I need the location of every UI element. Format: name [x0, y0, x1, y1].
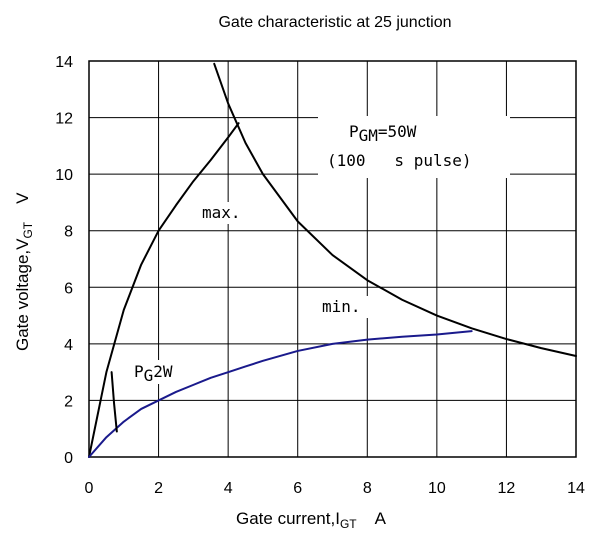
- y-axis-label-main: Gate voltage,V: [13, 238, 32, 351]
- y-tick-label: 8: [64, 224, 73, 241]
- pulse-label: (100 s pulse): [327, 151, 472, 170]
- x-tick-label: 6: [293, 480, 302, 497]
- x-axis-label-sub: GT: [340, 517, 357, 531]
- y-ticks: 0 2 4 6 8 10 12 14: [55, 54, 73, 467]
- pg-label: PG2W: [134, 362, 173, 385]
- x-tick-label: 8: [363, 480, 372, 497]
- y-tick-label: 6: [64, 280, 73, 297]
- chart-title: Gate characteristic at 25 junction: [218, 14, 451, 31]
- min-label-background: [318, 296, 368, 318]
- y-axis-label-sub: GT: [21, 221, 35, 238]
- max-label-background: [198, 202, 248, 224]
- min-label: min.: [322, 297, 361, 316]
- pg-label-main: P: [134, 362, 144, 381]
- pg-label-background: [130, 360, 190, 384]
- x-axis-label-main: Gate current,I: [236, 509, 340, 528]
- pgm-label-background: [318, 116, 510, 178]
- y-tick-label: 12: [55, 111, 73, 128]
- y-tick-label: 4: [64, 337, 73, 354]
- x-ticks: 0 2 4 6 8 10 12 14: [85, 480, 585, 497]
- series-line-4: [110, 371, 118, 433]
- x-tick-label: 4: [224, 480, 233, 497]
- pgm-label-main: P: [349, 122, 359, 141]
- pg-label-sub: G: [144, 366, 154, 385]
- x-tick-label: 14: [567, 480, 585, 497]
- pgm-label: PGM=50W: [349, 122, 417, 145]
- y-tick-label: 2: [64, 393, 73, 410]
- x-tick-label: 2: [154, 480, 163, 497]
- series-group: [88, 62, 577, 458]
- pg-label-value: 2W: [153, 362, 173, 381]
- y-tick-label: 0: [64, 450, 73, 467]
- x-axis-label: Gate current,IGT A: [236, 509, 387, 531]
- x-tick-label: 0: [85, 480, 94, 497]
- y-axis-label: Gate voltage,VGT V: [13, 192, 35, 351]
- series-line-3: [213, 62, 577, 358]
- plot-frame: [88, 60, 577, 458]
- pgm-label-value: =50W: [378, 122, 417, 141]
- pgm-label-sub: GM: [359, 126, 378, 145]
- series-line-2: [88, 330, 473, 458]
- x-tick-label: 10: [428, 480, 446, 497]
- x-tick-label: 12: [498, 480, 516, 497]
- y-axis-label-unit: V: [13, 192, 32, 204]
- x-axis-label-unit: A: [375, 509, 387, 528]
- y-tick-label: 10: [55, 167, 73, 184]
- y-tick-label: 14: [55, 54, 73, 71]
- max-label: max.: [202, 203, 241, 222]
- series-line-1: [88, 122, 240, 458]
